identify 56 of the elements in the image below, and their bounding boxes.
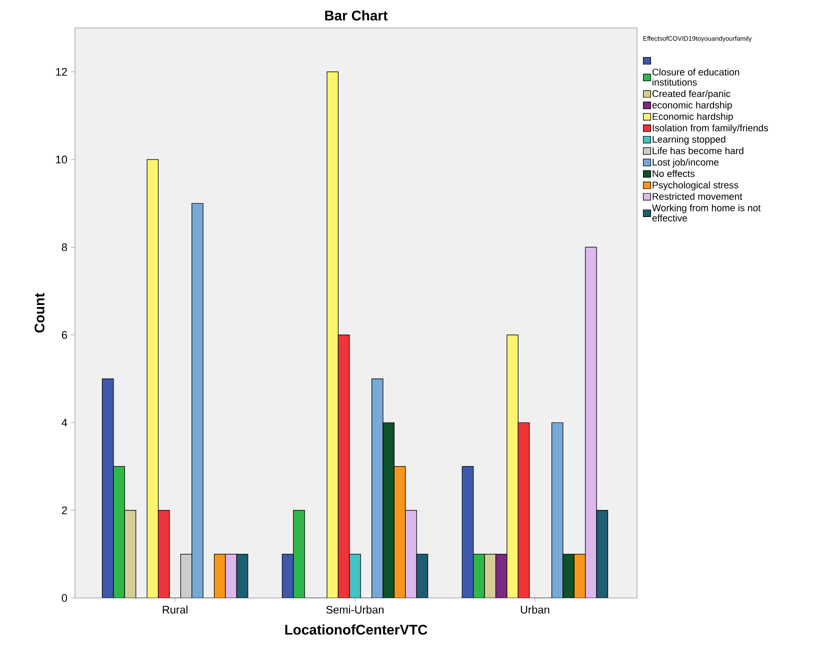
bar (113, 466, 125, 598)
legend-label: Life has become hard (652, 147, 744, 154)
legend-label: Lost job/income (652, 158, 719, 168)
bar (225, 554, 237, 598)
bar (495, 554, 508, 598)
y-axis-title: Count (34, 293, 44, 333)
bar (327, 72, 338, 598)
legend-label: Economic hardship (652, 112, 733, 122)
bar (462, 466, 474, 598)
bar (338, 334, 350, 598)
bar (405, 510, 417, 598)
bar (102, 378, 114, 598)
y-tick-label: 4 (62, 418, 68, 426)
x-tick-label: Urban (520, 606, 550, 614)
bar (574, 554, 586, 598)
x-axis-title: LocationofCenterVTC (285, 624, 428, 635)
bar (484, 554, 496, 598)
bar (473, 554, 485, 598)
bar (146, 159, 159, 598)
bar (506, 334, 518, 598)
chart-title: Bar Chart (325, 10, 388, 20)
legend-label: economic hardship (652, 101, 732, 110)
bar (372, 378, 384, 598)
y-tick-label: 12 (56, 68, 67, 76)
legend-label: No effects (652, 170, 695, 178)
bar (383, 422, 394, 598)
bar (394, 466, 406, 598)
y-tick-label: 10 (56, 156, 68, 164)
legend-label: Psychological stress (652, 181, 738, 190)
bar (551, 422, 564, 598)
x-tick-label: Rural (162, 606, 188, 614)
bar (416, 554, 428, 598)
legend-label: Created fear/panic (652, 90, 730, 99)
y-tick-label: 8 (62, 243, 67, 252)
legend-label: Isolation from family/friends (652, 124, 768, 134)
bar (236, 554, 248, 598)
x-tick-label: Semi-Urban (326, 606, 384, 614)
bar (124, 510, 136, 598)
legend-label: Restricted movement (652, 192, 742, 200)
bar (282, 554, 294, 598)
bar (180, 554, 192, 598)
y-tick-label: 0 (62, 594, 68, 602)
bar (562, 554, 574, 598)
legend-label: Working from home is not effective (652, 204, 761, 222)
bar (596, 510, 608, 598)
bar (192, 203, 204, 598)
legend-label: Closure of education institutions (652, 68, 740, 86)
bar (158, 510, 170, 598)
bar (214, 554, 226, 598)
bar (585, 246, 597, 598)
bar (293, 510, 305, 598)
legend-label: Learning stopped (652, 136, 726, 145)
bar (349, 554, 361, 598)
y-tick-label: 6 (62, 331, 67, 339)
bar (518, 422, 530, 598)
y-tick-label: 2 (62, 506, 67, 514)
